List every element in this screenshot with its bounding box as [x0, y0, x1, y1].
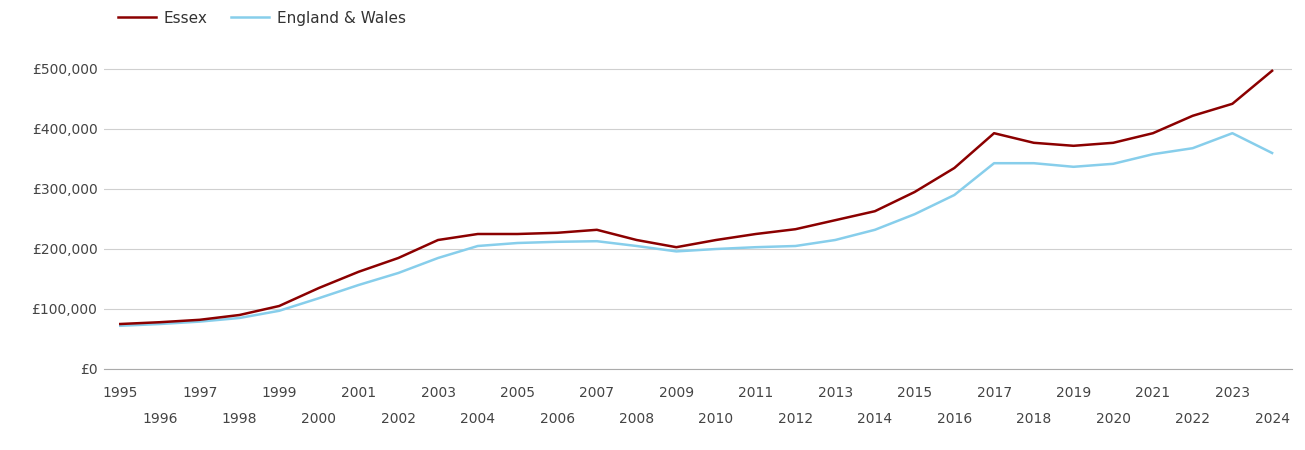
- Text: 2008: 2008: [619, 411, 654, 426]
- Essex: [1066, 143, 1082, 148]
- Text: 2019: 2019: [1056, 386, 1091, 400]
- Text: 1995: 1995: [103, 386, 138, 400]
- England & Wales: [1144, 152, 1160, 157]
- England & Wales: [907, 212, 923, 217]
- Text: 1999: 1999: [261, 386, 298, 400]
- Text: 1998: 1998: [222, 411, 257, 426]
- Essex: [827, 217, 843, 223]
- Text: 2018: 2018: [1017, 411, 1052, 426]
- Line: Essex: Essex: [120, 71, 1272, 324]
- Essex: [1026, 140, 1041, 145]
- England & Wales: [709, 246, 724, 252]
- England & Wales: [589, 238, 604, 244]
- Essex: [1105, 140, 1121, 145]
- Text: 2002: 2002: [381, 411, 416, 426]
- England & Wales: [153, 321, 168, 327]
- England & Wales: [112, 323, 128, 328]
- Essex: [788, 226, 804, 232]
- Essex: [1144, 130, 1160, 136]
- England & Wales: [192, 319, 207, 324]
- Essex: [1265, 68, 1280, 73]
- Essex: [510, 231, 526, 237]
- Essex: [946, 165, 962, 171]
- England & Wales: [271, 308, 287, 314]
- Text: 1996: 1996: [142, 411, 177, 426]
- Text: 2020: 2020: [1096, 411, 1130, 426]
- Essex: [311, 285, 326, 291]
- England & Wales: [1026, 161, 1041, 166]
- Text: 2001: 2001: [341, 386, 376, 400]
- Essex: [1224, 101, 1240, 107]
- England & Wales: [827, 237, 843, 243]
- Text: 2004: 2004: [461, 411, 495, 426]
- Essex: [549, 230, 565, 235]
- England & Wales: [431, 255, 446, 261]
- Essex: [390, 255, 406, 261]
- Essex: [629, 237, 645, 243]
- Essex: [1185, 113, 1201, 118]
- England & Wales: [231, 315, 247, 321]
- Essex: [112, 321, 128, 327]
- Line: England & Wales: England & Wales: [120, 133, 1272, 326]
- England & Wales: [987, 161, 1002, 166]
- Text: 2009: 2009: [659, 386, 694, 400]
- England & Wales: [1265, 150, 1280, 156]
- Essex: [153, 320, 168, 325]
- Essex: [907, 189, 923, 195]
- Text: 2007: 2007: [579, 386, 615, 400]
- Text: 2012: 2012: [778, 411, 813, 426]
- Text: 2000: 2000: [301, 411, 337, 426]
- Essex: [987, 130, 1002, 136]
- England & Wales: [549, 239, 565, 244]
- Essex: [351, 269, 367, 274]
- Text: 1997: 1997: [181, 386, 218, 400]
- Text: 2013: 2013: [818, 386, 852, 400]
- England & Wales: [470, 243, 485, 249]
- England & Wales: [629, 243, 645, 249]
- Text: 2005: 2005: [500, 386, 535, 400]
- Text: 2014: 2014: [857, 411, 893, 426]
- Essex: [589, 227, 604, 233]
- England & Wales: [311, 296, 326, 301]
- England & Wales: [351, 282, 367, 288]
- England & Wales: [867, 227, 882, 233]
- Text: 2011: 2011: [739, 386, 774, 400]
- Essex: [431, 237, 446, 243]
- England & Wales: [510, 240, 526, 246]
- Text: 2006: 2006: [539, 411, 574, 426]
- Essex: [271, 303, 287, 309]
- England & Wales: [390, 270, 406, 276]
- England & Wales: [1224, 130, 1240, 136]
- Essex: [867, 208, 882, 214]
- Text: 2010: 2010: [698, 411, 733, 426]
- Legend: Essex, England & Wales: Essex, England & Wales: [112, 5, 411, 32]
- Text: 2023: 2023: [1215, 386, 1250, 400]
- England & Wales: [1185, 145, 1201, 151]
- England & Wales: [1066, 164, 1082, 170]
- England & Wales: [788, 243, 804, 249]
- Text: 2016: 2016: [937, 411, 972, 426]
- Text: 2003: 2003: [420, 386, 455, 400]
- England & Wales: [1105, 161, 1121, 166]
- England & Wales: [946, 192, 962, 198]
- Text: 2017: 2017: [976, 386, 1011, 400]
- Text: 2021: 2021: [1135, 386, 1171, 400]
- Essex: [470, 231, 485, 237]
- Essex: [668, 244, 684, 250]
- Text: 2024: 2024: [1254, 411, 1289, 426]
- England & Wales: [668, 249, 684, 254]
- Essex: [192, 317, 207, 323]
- Text: 2022: 2022: [1176, 411, 1210, 426]
- Essex: [748, 231, 763, 237]
- Text: 2015: 2015: [897, 386, 932, 400]
- England & Wales: [748, 244, 763, 250]
- Essex: [709, 237, 724, 243]
- Essex: [231, 312, 247, 318]
